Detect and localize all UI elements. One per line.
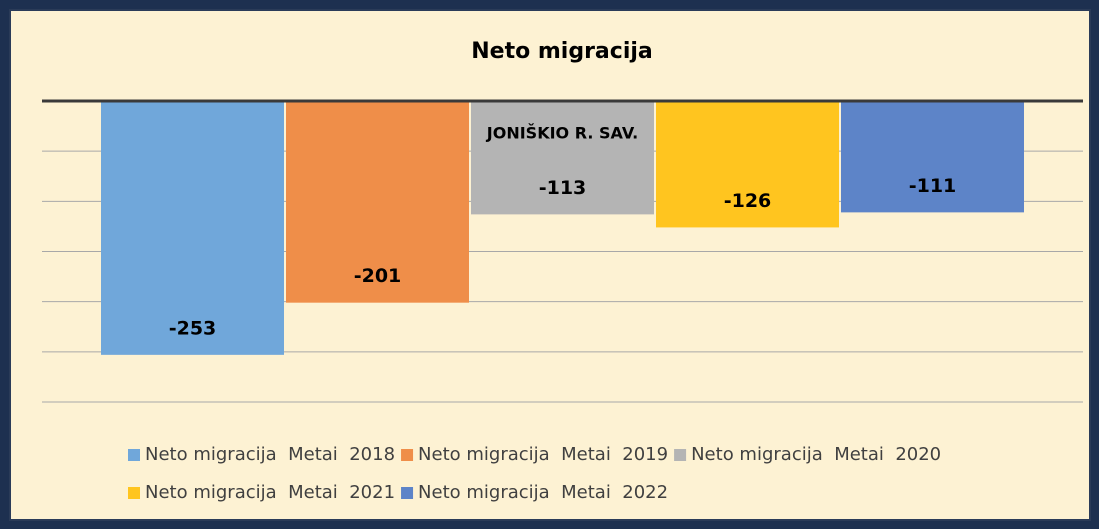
legend-label: Neto migracija Metai 2020 [691, 444, 941, 465]
legend-swatch [128, 449, 140, 461]
bar [101, 101, 284, 355]
data-label: -113 [539, 177, 587, 199]
legend-label: Neto migracija Metai 2018 [145, 444, 395, 465]
legend-swatch [128, 487, 140, 499]
data-label: -126 [724, 190, 772, 212]
bar [286, 101, 469, 303]
bar [471, 101, 654, 215]
legend-label: Neto migracija Metai 2019 [418, 444, 668, 465]
bar [841, 101, 1024, 213]
data-label: -201 [354, 265, 402, 287]
legend-swatch [674, 449, 687, 461]
legend-label: Neto migracija Metai 2021 [145, 482, 395, 503]
category-label: JONIŠKIO R. SAV. [486, 124, 638, 143]
chart-title: Neto migracija [471, 39, 653, 64]
legend-label: Neto migracija Metai 2022 [418, 482, 668, 503]
legend-swatch [401, 449, 414, 461]
data-label: -253 [169, 317, 217, 339]
bar [656, 101, 839, 228]
data-label: -111 [909, 175, 957, 197]
legend-swatch [401, 487, 414, 499]
